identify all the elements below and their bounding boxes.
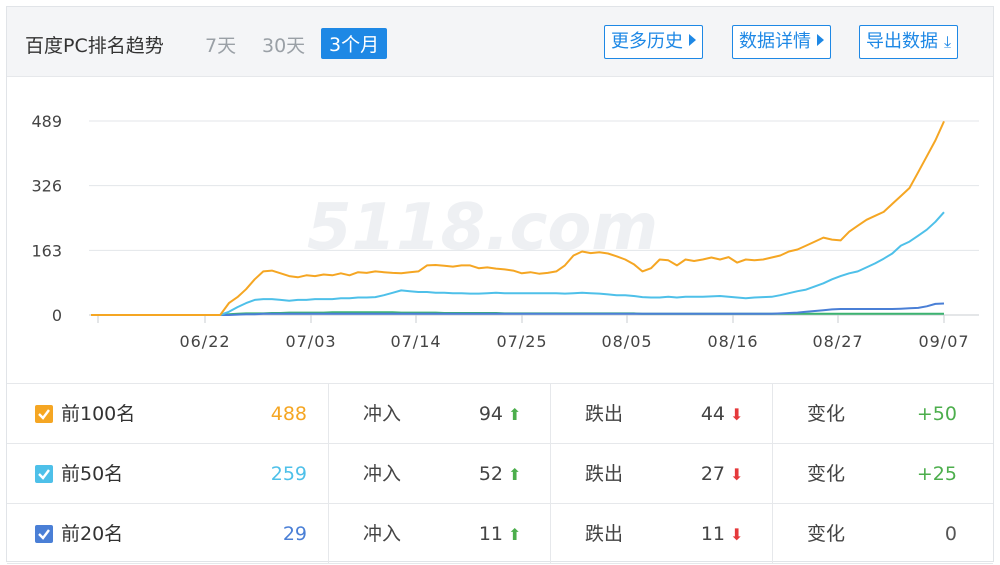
x-tick-label: 07/25 — [496, 332, 547, 351]
check-icon — [38, 529, 50, 540]
column-divider — [328, 384, 329, 444]
range-3m-tab[interactable]: 3个月 — [321, 28, 388, 59]
x-tick-label: 09/07 — [918, 332, 969, 351]
download-icon: ⤓ — [944, 32, 952, 51]
arrow-up-icon: ⬆ — [508, 465, 522, 484]
summary-row: 前20名 29 冲入 11 ⬆ 跌出 11 ⬇ 变化 0 — [7, 504, 993, 564]
x-tick-label: 07/14 — [390, 332, 441, 351]
y-tick-label: 326 — [31, 177, 62, 196]
column-divider — [550, 384, 551, 444]
series-checkbox[interactable] — [35, 525, 53, 543]
change-value: +50 — [916, 403, 957, 425]
column-divider — [328, 504, 329, 564]
caret-right-icon — [817, 34, 824, 46]
check-icon — [38, 469, 50, 480]
check-icon — [38, 409, 50, 420]
range-7d-tab[interactable]: 7天 — [205, 35, 237, 57]
in-count: 52 — [478, 463, 503, 485]
column-divider — [550, 444, 551, 504]
out-label: 跌出 — [585, 463, 624, 485]
out-count: 11 — [700, 523, 725, 545]
arrow-down-icon: ⬇ — [730, 465, 744, 484]
series-label: 前50名 — [61, 463, 124, 485]
column-divider — [772, 504, 773, 564]
summary-row: 前100名 488 冲入 94 ⬆ 跌出 44 ⬇ 变化 +50 — [7, 384, 993, 444]
in-label: 冲入 — [363, 523, 402, 545]
in-label: 冲入 — [363, 403, 402, 425]
y-tick-label: 163 — [31, 241, 62, 260]
column-divider — [772, 444, 773, 504]
ranking-summary-table: 前100名 488 冲入 94 ⬆ 跌出 44 ⬇ 变化 +50 前50名 259 冲入 52 ⬆ 跌出 27 ⬇… — [7, 383, 993, 564]
series-line-前20名 — [91, 302, 945, 316]
in-count: 94 — [478, 403, 503, 425]
ranking-panel: 百度PC排名趋势 7天 30天 3个月 更多历史 数据详情 导出数据 ⤓ 5118… — [6, 6, 994, 564]
series-checkbox[interactable] — [35, 465, 53, 483]
out-count: 44 — [700, 403, 725, 425]
series-label: 前20名 — [61, 523, 124, 545]
x-tick-label: 06/22 — [179, 332, 230, 351]
arrow-up-icon: ⬆ — [508, 525, 522, 544]
y-tick-label: 0 — [52, 306, 62, 325]
range-30d-tab[interactable]: 30天 — [262, 35, 306, 57]
out-label: 跌出 — [585, 523, 624, 545]
change-value: +25 — [916, 463, 957, 485]
arrow-up-icon: ⬆ — [508, 405, 522, 424]
x-tick-label: 08/05 — [601, 332, 652, 351]
change-label: 变化 — [807, 523, 846, 545]
change-label: 变化 — [807, 463, 846, 485]
data-detail-button[interactable]: 数据详情 — [732, 25, 831, 59]
data-detail-label: 数据详情 — [739, 31, 811, 52]
export-data-label: 导出数据 — [866, 31, 938, 52]
summary-row: 前50名 259 冲入 52 ⬆ 跌出 27 ⬇ 变化 +25 — [7, 444, 993, 504]
in-label: 冲入 — [363, 463, 402, 485]
x-tick-label: 08/16 — [707, 332, 758, 351]
more-history-label: 更多历史 — [611, 31, 683, 52]
column-divider — [550, 504, 551, 564]
series-label: 前100名 — [61, 403, 136, 425]
in-count: 11 — [478, 523, 503, 545]
export-data-button[interactable]: 导出数据 ⤓ — [859, 25, 959, 59]
more-history-button[interactable]: 更多历史 — [604, 25, 703, 59]
series-line-前50名 — [91, 211, 945, 316]
x-tick-label: 07/03 — [285, 332, 336, 351]
arrow-down-icon: ⬇ — [730, 405, 744, 424]
arrow-down-icon: ⬇ — [730, 525, 744, 544]
series-line-前100名 — [91, 120, 945, 316]
panel-title: 百度PC排名趋势 — [25, 35, 164, 57]
change-label: 变化 — [807, 403, 846, 425]
out-label: 跌出 — [585, 403, 624, 425]
column-divider — [328, 444, 329, 504]
y-tick-label: 489 — [31, 112, 62, 131]
column-divider — [772, 384, 773, 444]
series-value: 488 — [270, 403, 307, 425]
series-checkbox[interactable] — [35, 405, 53, 423]
out-count: 27 — [700, 463, 725, 485]
x-tick-label: 08/27 — [812, 332, 863, 351]
change-value: 0 — [944, 523, 957, 545]
panel-header: 百度PC排名趋势 7天 30天 3个月 更多历史 数据详情 导出数据 ⤓ — [7, 7, 993, 77]
series-value: 29 — [282, 523, 307, 545]
caret-right-icon — [689, 34, 696, 46]
series-value: 259 — [270, 463, 307, 485]
